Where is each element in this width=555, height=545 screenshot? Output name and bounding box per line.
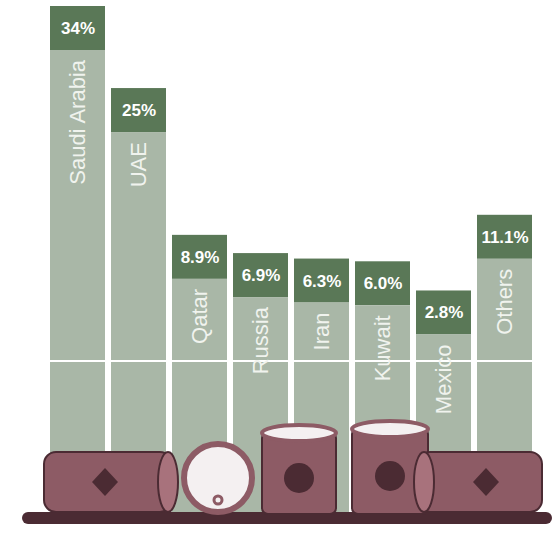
svg-text:Kuwait: Kuwait bbox=[370, 315, 395, 381]
svg-text:Russia: Russia bbox=[248, 306, 273, 374]
svg-text:Mexico: Mexico bbox=[431, 344, 456, 414]
svg-text:UAE: UAE bbox=[126, 142, 151, 187]
svg-text:Qatar: Qatar bbox=[187, 289, 212, 344]
svg-text:6.3%: 6.3% bbox=[303, 271, 342, 290]
svg-text:Saudi Arabia: Saudi Arabia bbox=[65, 59, 90, 185]
svg-text:2.8%: 2.8% bbox=[425, 303, 464, 322]
svg-text:6.0%: 6.0% bbox=[364, 274, 403, 293]
svg-text:8.9%: 8.9% bbox=[181, 248, 220, 267]
svg-text:Iran: Iran bbox=[309, 313, 334, 351]
svg-text:Others: Others bbox=[492, 269, 517, 335]
svg-text:34%: 34% bbox=[61, 19, 95, 38]
svg-text:6.9%: 6.9% bbox=[242, 266, 281, 285]
svg-text:25%: 25% bbox=[122, 101, 156, 120]
svg-text:11.1%: 11.1% bbox=[481, 228, 528, 247]
